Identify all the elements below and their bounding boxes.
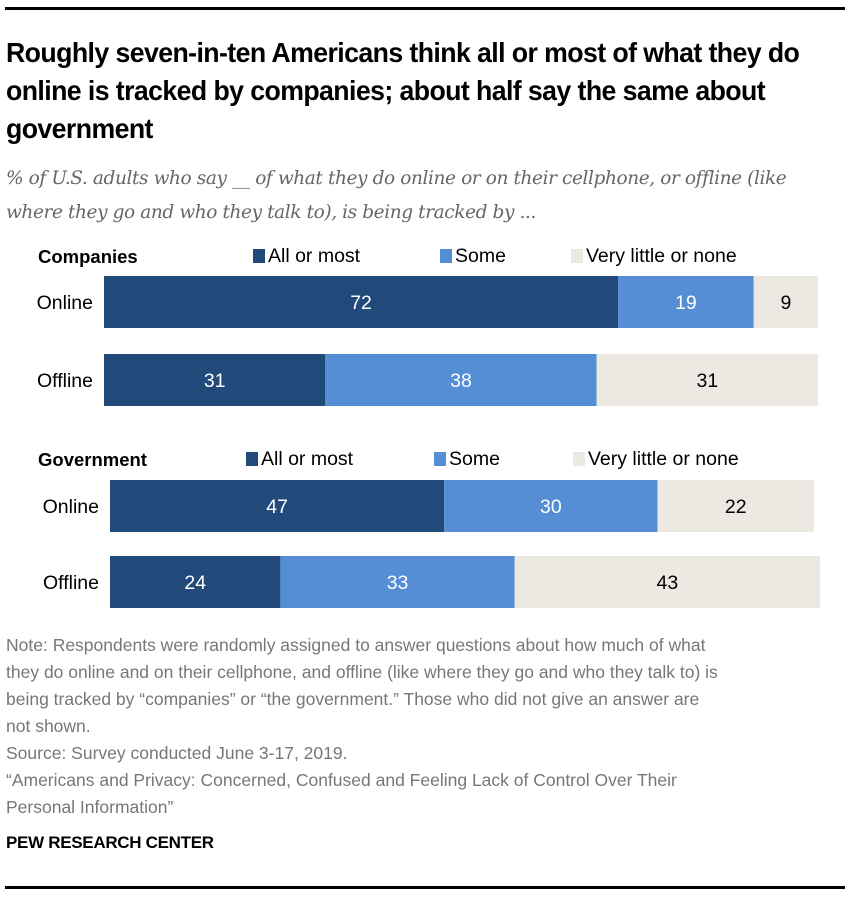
legend-label-very-little-or-none: Very little or none: [588, 448, 739, 470]
bar-segment-very-little-or-none: [514, 556, 820, 608]
bar-segment-some: [444, 480, 658, 532]
bar-segment-very-little-or-none: [596, 354, 818, 406]
top-rule: [5, 7, 845, 10]
bar-segment-all-or-most: [110, 556, 281, 608]
bar-segment-very-little-or-none: [753, 276, 818, 328]
legend-swatch-all-or-most: [246, 452, 258, 466]
bottom-rule: [5, 886, 845, 889]
category-label-online: Online: [43, 496, 99, 518]
bar-segment-very-little-or-none: [657, 480, 814, 532]
legend-swatch-very-little-or-none: [571, 249, 583, 263]
bar-segment-all-or-most: [104, 354, 326, 406]
data-label-some: 38: [450, 370, 472, 392]
notes-block: Note: Respondents were randomly assigned…: [6, 632, 846, 821]
data-label-some: 19: [675, 292, 697, 314]
data-label-very-little-or-none: 22: [725, 496, 747, 518]
note-line: they do online and on their cellphone, a…: [6, 662, 718, 682]
bar-segment-some: [325, 354, 597, 406]
data-label-some: 30: [540, 496, 562, 518]
legend-label-some: Some: [455, 245, 506, 267]
note-line: being tracked by “companies” or “the gov…: [6, 689, 700, 709]
report-title-line: Personal Information”: [6, 797, 174, 817]
legend-swatch-very-little-or-none: [573, 452, 585, 466]
legend-swatch-some: [440, 249, 452, 263]
legend-label-all-or-most: All or most: [261, 448, 354, 470]
chart-title: Roughly seven-in-ten Americans think all…: [6, 37, 800, 144]
category-label-offline: Offline: [37, 370, 93, 392]
brand-logo-text: PEW RESEARCH CENTER: [6, 833, 214, 852]
data-label-very-little-or-none: 31: [696, 370, 718, 392]
panel-header-government: Government: [38, 449, 147, 470]
note-line: Note: Respondents were randomly assigned…: [6, 635, 706, 655]
legend-label-all-or-most: All or most: [268, 245, 361, 267]
data-label-very-little-or-none: 9: [780, 292, 791, 314]
legend-label-some: Some: [449, 448, 500, 470]
source-line: Source: Survey conducted June 3-17, 2019…: [6, 743, 348, 763]
bar-segment-all-or-most: [110, 480, 445, 532]
data-label-some: 33: [387, 572, 409, 594]
data-label-all-or-most: 72: [350, 292, 372, 314]
category-label-online: Online: [37, 292, 93, 314]
category-label-offline: Offline: [43, 572, 99, 594]
data-label-very-little-or-none: 43: [656, 572, 678, 594]
data-label-all-or-most: 31: [204, 370, 226, 392]
data-label-all-or-most: 24: [184, 572, 206, 594]
note-line: not shown.: [6, 716, 91, 736]
legend-swatch-some: [434, 452, 446, 466]
chart-subtitle: % of U.S. adults who say __ of what they…: [6, 168, 787, 223]
legend-swatch-all-or-most: [253, 249, 265, 263]
panel-header-companies: Companies: [38, 246, 138, 267]
stacked-bar-chart: Companies All or most Some Very little or n…: [37, 245, 820, 608]
bar-segment-all-or-most: [104, 276, 619, 328]
legend-label-very-little-or-none: Very little or none: [586, 245, 737, 267]
data-label-all-or-most: 47: [266, 496, 288, 518]
report-title-line: “Americans and Privacy: Concerned, Confu…: [6, 770, 677, 790]
bar-segment-some: [618, 276, 754, 328]
bar-segment-some: [280, 556, 515, 608]
